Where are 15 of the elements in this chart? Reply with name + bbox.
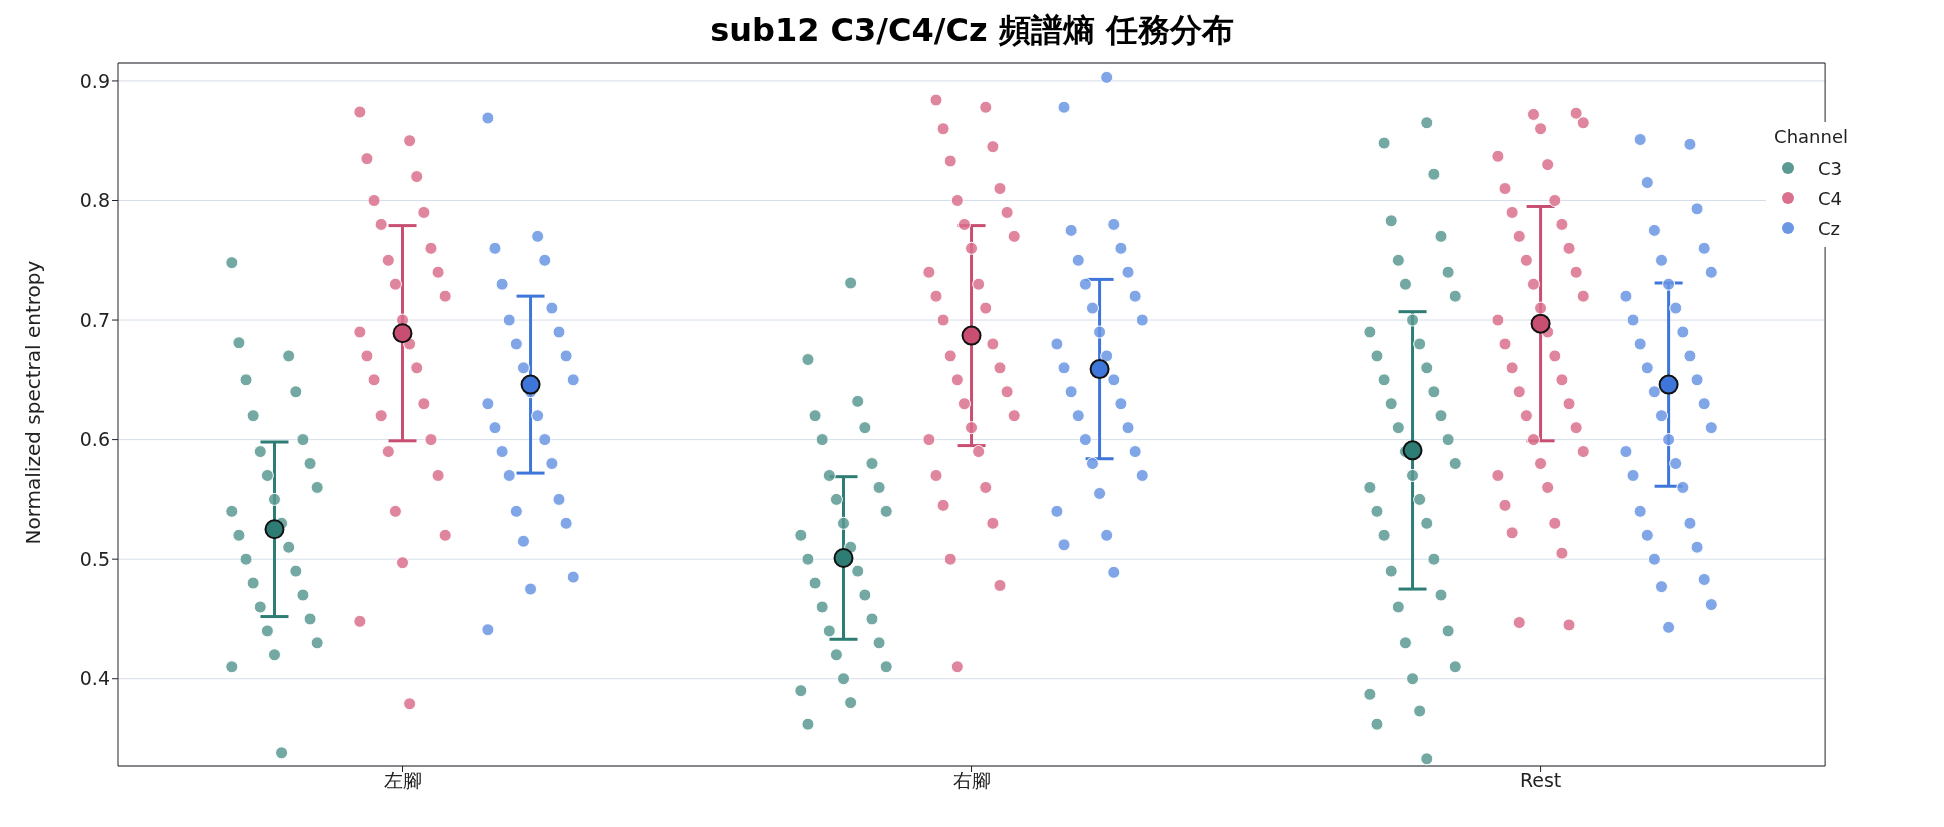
y-tick-label: 0.8 xyxy=(79,189,110,212)
y-tick-label: 0.6 xyxy=(79,428,110,451)
y-tick-label: 0.9 xyxy=(79,69,110,92)
x-tick-label: 右腳 xyxy=(952,769,991,792)
legend-label: Cz xyxy=(1818,217,1842,239)
legend-label: C4 xyxy=(1818,187,1844,209)
legend-label: C3 xyxy=(1818,157,1844,179)
chart-title: sub12 C3/C4/Cz 頻譜熵 任務分布 xyxy=(709,10,1235,51)
y-axis-title: Normalized spectral entropy xyxy=(21,260,46,545)
y-tick-label: 0.5 xyxy=(79,547,110,570)
y-tick-label: 0.7 xyxy=(79,308,110,331)
y-tick-label: 0.4 xyxy=(79,667,110,690)
legend-title: Channel xyxy=(1774,126,1848,147)
x-tick-label: Rest xyxy=(1519,769,1562,792)
x-tick-label: 左腳 xyxy=(383,769,422,792)
